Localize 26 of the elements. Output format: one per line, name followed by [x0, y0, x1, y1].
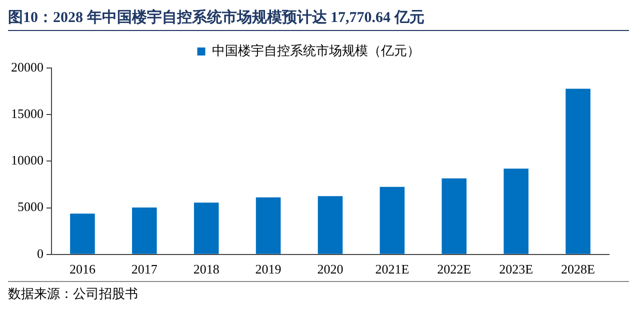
- y-tick-label: 20000: [11, 59, 44, 74]
- source-note: 数据来源：公司招股书: [8, 285, 139, 303]
- y-tick-label: 5000: [18, 199, 44, 214]
- y-tick-label: 10000: [11, 152, 44, 168]
- x-tick-label: 2018: [193, 262, 220, 277]
- chart-title: 图10：2028 年中国楼宇自控系统市场规模预计达 17,770.64 亿元: [8, 8, 629, 31]
- x-tick-label: 2028E: [561, 262, 596, 277]
- x-tick-label: 2021E: [375, 262, 410, 277]
- bar: [132, 208, 157, 254]
- x-tick-label: 2016: [69, 262, 96, 277]
- bar: [318, 196, 343, 254]
- bar: [194, 202, 219, 254]
- bar: [256, 197, 281, 254]
- x-tick-label: 2022E: [437, 262, 472, 277]
- y-tick-label: 15000: [11, 106, 44, 122]
- x-tick-label: 2017: [131, 262, 158, 277]
- x-tick-label: 2019: [255, 262, 282, 277]
- legend-label: 中国楼宇自控系统市场规模（亿元）: [212, 42, 420, 58]
- bar: [380, 186, 405, 254]
- x-tick-label: 2023E: [499, 262, 534, 277]
- bar: [442, 178, 467, 254]
- x-tick-label: 2020: [317, 262, 344, 277]
- bar: [566, 88, 590, 254]
- bar: [504, 168, 528, 254]
- bar: [70, 214, 95, 254]
- y-tick-label: 0: [37, 246, 44, 261]
